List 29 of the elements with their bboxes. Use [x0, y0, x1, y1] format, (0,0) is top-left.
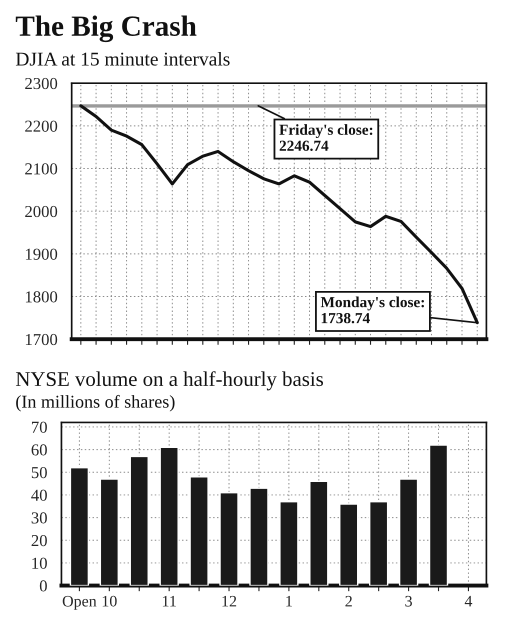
chart-subtitle: (In millions of shares) [16, 394, 175, 412]
y-tick-label: 20 [32, 534, 47, 546]
chart-title: NYSE volume on a half-hourly basis [16, 371, 324, 390]
y-tick-label: 0 [40, 580, 47, 592]
x-tick-label: 11 [162, 596, 176, 606]
y-tick-label: 1700 [26, 334, 58, 346]
chart-subtitle: DJIA at 15 minute intervals [16, 52, 230, 66]
annotation: Monday's close: 1738.74 [320, 296, 424, 324]
y-tick-label: 50 [32, 466, 47, 478]
chart-title: The Big Crash [16, 15, 196, 42]
y-tick-label: 70 [32, 422, 47, 433]
x-tick-label: 1 [286, 596, 292, 606]
y-tick-label: 10 [32, 558, 47, 569]
x-tick-label: Open [62, 596, 96, 610]
y-tick-label: 2300 [25, 78, 58, 90]
x-tick-label: 12 [222, 596, 236, 606]
y-tick-label: 2200 [25, 120, 58, 132]
x-tick-label: 4 [464, 596, 472, 606]
y-tick-label: 2100 [25, 163, 58, 174]
y-tick-label: 1900 [26, 248, 58, 260]
ref-line-label: Friday's close: 2246.74 [279, 124, 372, 151]
y-tick-label: 60 [32, 444, 47, 456]
y-tick-label: 1800 [26, 291, 58, 302]
y-tick-label: 40 [31, 490, 47, 501]
x-tick-label: 2 [345, 596, 352, 606]
x-tick-label: 10 [102, 596, 117, 607]
x-tick-label: 3 [405, 596, 412, 607]
y-tick-label: 2000 [25, 206, 58, 218]
y-tick-label: 30 [32, 512, 47, 524]
